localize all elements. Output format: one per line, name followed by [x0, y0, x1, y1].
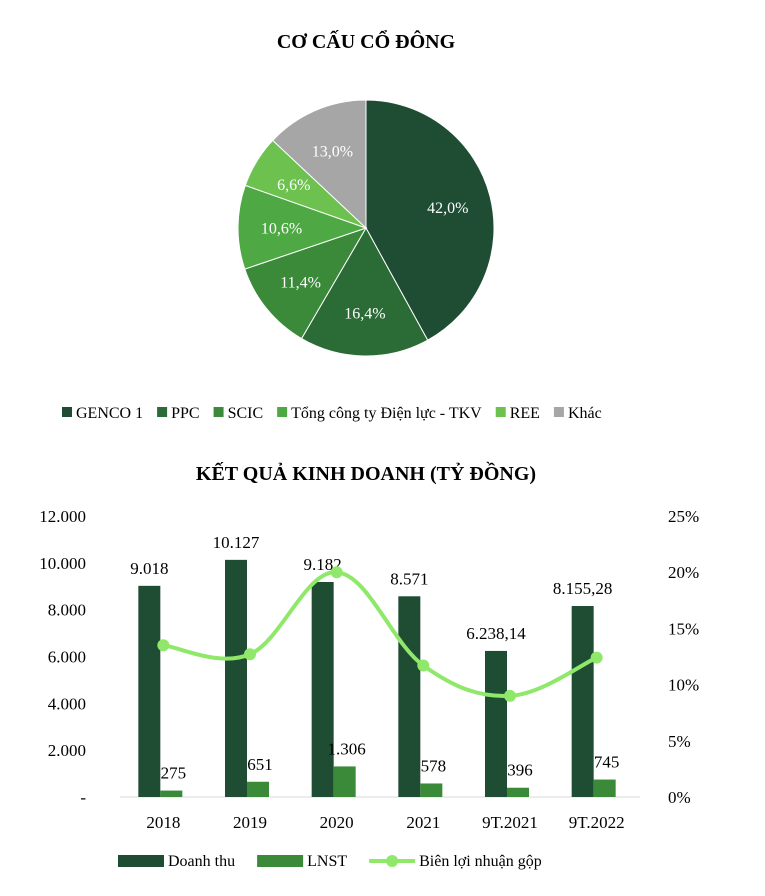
net-profit-bar — [420, 783, 443, 797]
pie-legend-label: Khác — [568, 405, 602, 422]
net-profit-bar — [247, 781, 269, 797]
pie-legend-label: SCIC — [228, 405, 264, 422]
revenue-bar — [485, 650, 507, 797]
right-tick-label: 0% — [668, 788, 691, 807]
net-profit-value-label: 578 — [421, 756, 447, 775]
right-axis-ticks: 0% 5% 10% 15% 20% 25% — [668, 507, 699, 807]
line-legend-label: Biên lợi nhuận gộp — [419, 853, 542, 870]
right-tick-label: 20% — [668, 563, 699, 582]
pie-slice-3 — [237, 184, 368, 270]
right-tick-label: 5% — [668, 732, 691, 751]
pie-slice-0 — [365, 99, 495, 341]
left-tick-label: 8.000 — [48, 601, 86, 620]
left-tick-label: 4.000 — [48, 694, 86, 713]
line-legend-marker — [386, 855, 399, 867]
revenue-value-label: 10.127 — [213, 533, 260, 552]
net-profit-bar — [593, 779, 616, 797]
pie-legend-swatch — [62, 407, 72, 417]
bar-legend-swatch — [257, 855, 304, 867]
pie-slice-label: 10,6% — [261, 220, 302, 237]
revenue-bar — [138, 585, 161, 797]
revenue-value-label: 8.155,28 — [553, 579, 613, 598]
pie-legend-swatch — [553, 407, 564, 417]
net-profit-value-label: 651 — [247, 755, 273, 774]
category-label: 2021 — [406, 813, 440, 832]
right-tick-label: 15% — [668, 619, 699, 638]
category-label: 9T.2021 — [482, 813, 538, 832]
pie-labels: 42,0% 16,4% 11,4% 10,6% 6,6%13,0% — [261, 143, 469, 322]
pie-slice-label: 13,0% — [312, 143, 353, 160]
bar-legend-swatch — [118, 855, 164, 867]
pie-title: CƠ CẤU CỔ ĐÔNG — [277, 29, 456, 53]
margin-point — [590, 651, 603, 664]
left-tick-label: 10.000 — [39, 554, 86, 573]
right-tick-label: 10% — [668, 676, 699, 695]
bar-legend-label: LNST — [307, 853, 347, 870]
revenue-bar — [225, 559, 247, 797]
net-profit-bars — [160, 766, 616, 797]
pie-slice-label: 16,4% — [344, 305, 385, 322]
margin-point — [157, 639, 170, 652]
pie-slice-label: 11,4% — [280, 274, 321, 291]
revenue-bar — [398, 596, 421, 797]
category-label: 2020 — [320, 813, 354, 832]
category-label: 2019 — [233, 813, 267, 832]
pie-legend-label: PPC — [171, 405, 199, 422]
left-tick-label: 12.000 — [39, 507, 86, 526]
right-tick-label: 25% — [668, 507, 699, 526]
pie-slice-label: 42,0% — [427, 200, 468, 217]
category-labels: 2018 2019 2020 2021 9T.2021 9T.2022 — [146, 813, 624, 832]
category-label: 2018 — [146, 813, 180, 832]
pie-slices — [237, 99, 495, 357]
margin-point — [417, 659, 430, 672]
left-axis-ticks: - 2.000 4.000 6.000 8.000 10.000 12.000 — [39, 507, 86, 807]
pie-legend-swatch — [157, 407, 168, 417]
pie-slice-label: 6,6% — [277, 177, 310, 194]
net-profit-value-label: 396 — [507, 761, 533, 780]
revenue-value-label: 8.571 — [390, 569, 428, 588]
pie-slice-1 — [300, 226, 429, 357]
bar-legend-label: Doanh thu — [168, 853, 235, 870]
margin-point — [504, 689, 516, 702]
pie-legend-swatch — [495, 407, 506, 417]
revenue-bar — [311, 581, 334, 797]
pie-legend-swatch — [277, 407, 288, 417]
net-profit-value-label: 275 — [161, 764, 187, 783]
left-tick-label: 2.000 — [48, 741, 86, 760]
net-profit-value-label: 745 — [594, 753, 620, 772]
pie-legend-label: REE — [510, 405, 540, 422]
left-tick-label: - — [80, 788, 86, 807]
category-label: 9T.2022 — [569, 813, 625, 832]
bar-legend: Doanh thu LNST Biên lợi nhuận gộp — [118, 853, 542, 870]
margin-point — [330, 566, 343, 579]
revenue-bar — [571, 606, 594, 797]
left-tick-label: 6.000 — [48, 648, 86, 667]
revenue-value-label: 6.238,14 — [466, 624, 526, 643]
pie-legend-swatch — [213, 407, 224, 417]
pie-legend-label: Tổng công ty Điện lực - TKV — [291, 405, 482, 422]
pie-legend-label: GENCO 1 — [76, 405, 143, 422]
margin-point — [244, 648, 256, 661]
pie-slice-5 — [271, 99, 367, 230]
net-profit-value-label: 1.306 — [328, 739, 366, 758]
margin-line — [157, 566, 603, 702]
net-profit-bar — [507, 787, 529, 797]
net-profit-bar — [160, 790, 183, 797]
pie-legend: GENCO 1 PPC SCIC Tổng công ty Điện lực - TK… — [62, 405, 602, 422]
pie-slice-2 — [244, 227, 368, 340]
net-profit-bar — [333, 766, 356, 797]
revenue-value-label: 9.018 — [130, 559, 168, 578]
bar-title: KẾT QUẢ KINH DOANH (TỶ ĐỒNG) — [196, 461, 536, 485]
